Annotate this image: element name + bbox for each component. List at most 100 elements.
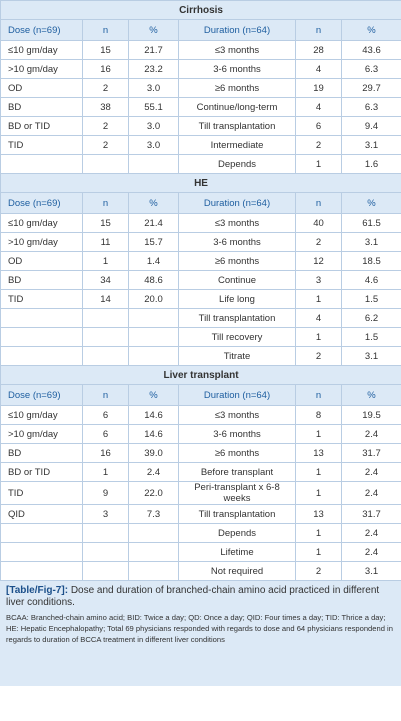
cell: 1.6 [340,154,401,174]
cell: TID [0,481,83,505]
cell: 13 [295,504,342,524]
cell: 6 [295,116,342,136]
data-row: BD 38 55.1 Continue/long-term 4 6.3 [0,97,401,117]
data-row: Not required 2 3.1 [0,561,401,581]
cell: 1 [295,289,342,309]
cell [128,308,179,328]
cell: 3.1 [340,561,401,581]
cell: 22.0 [128,481,179,505]
cell: 43.6 [340,40,401,60]
cell [0,308,83,328]
cell: 3.1 [340,135,401,155]
cell: 1 [295,154,342,174]
section-title: Cirrhosis [0,0,401,20]
cell [0,561,83,581]
cell: Till transplantation [178,504,296,524]
cell: 13 [295,443,342,463]
cell: 1 [295,462,342,482]
section-title-row: Cirrhosis [0,0,401,20]
cell: Titrate [178,346,296,366]
data-row: ≤10 gm/day 15 21.4 ≤3 months 40 61.5 [0,213,401,233]
cell: ≤10 gm/day [0,40,83,60]
cell: ≤10 gm/day [0,405,83,425]
header-cell: % [340,19,401,41]
cell: 14.6 [128,424,179,444]
cell: 3 [295,270,342,290]
data-row: ≤10 gm/day 15 21.7 ≤3 months 28 43.6 [0,40,401,60]
cell [82,327,129,347]
header-cell: Dose (n=69) [0,19,83,41]
cell: 19 [295,78,342,98]
cell: 2.4 [340,523,401,543]
cell: 19.5 [340,405,401,425]
header-cell: % [128,19,179,41]
header-cell: % [128,192,179,214]
cell: 15 [82,40,129,60]
cell [0,346,83,366]
cell [128,327,179,347]
cell: 9.4 [340,116,401,136]
cell: 21.7 [128,40,179,60]
cell: 1.5 [340,327,401,347]
cell: Continue [178,270,296,290]
data-row: BD or TID 1 2.4 Before transplant 1 2.4 [0,462,401,482]
header-cell: Duration (n=64) [178,19,296,41]
cell [128,542,179,562]
cell: 1 [295,523,342,543]
cell: 14.6 [128,405,179,425]
cell: 4 [295,97,342,117]
dose-duration-table: Cirrhosis Dose (n=69) n% Duration (n=64) n% ≤… [0,0,401,581]
cell: 3.1 [340,346,401,366]
cell: ≤3 months [178,213,296,233]
cell: ≥6 months [178,78,296,98]
data-row: Depends 1 2.4 [0,523,401,543]
cell: 3-6 months [178,59,296,79]
data-row: >10 gm/day 6 14.6 3-6 months 1 2.4 [0,424,401,444]
cell [128,154,179,174]
cell: 1 [295,542,342,562]
cell: Depends [178,154,296,174]
cell: 2 [295,346,342,366]
cell: Depends [178,523,296,543]
cell: BD or TID [0,462,83,482]
cell: 31.7 [340,443,401,463]
cell: 4 [295,59,342,79]
header-row: Dose (n=69) n% Duration (n=64) n% [0,192,401,214]
data-row: QID 3 7.3 Till transplantation 13 31.7 [0,504,401,524]
cell: 2 [82,116,129,136]
cell: 38 [82,97,129,117]
cell: >10 gm/day [0,59,83,79]
cell: ≥6 months [178,443,296,463]
data-row: BD or TID 2 3.0 Till transplantation 6 9.4 [0,116,401,136]
cell: BD or TID [0,116,83,136]
cell: Till recovery [178,327,296,347]
header-cell: Dose (n=69) [0,192,83,214]
data-row: Till recovery 1 1.5 [0,327,401,347]
header-cell: Dose (n=69) [0,384,83,406]
cell: Lifetime [178,542,296,562]
cell: 15.7 [128,232,179,252]
cell: ≥6 months [178,251,296,271]
cell: 2.4 [128,462,179,482]
cell [82,561,129,581]
caption-text: Dose and duration of branched-chain amin… [6,585,380,608]
cell [128,561,179,581]
data-row: Titrate 2 3.1 [0,346,401,366]
cell [0,154,83,174]
data-row: Lifetime 1 2.4 [0,542,401,562]
cell: 3 [82,504,129,524]
cell: 2 [295,561,342,581]
cell: 40 [295,213,342,233]
cell: 2.4 [340,462,401,482]
cell: 11 [82,232,129,252]
cell: 3-6 months [178,424,296,444]
header-row: Dose (n=69) n% Duration (n=64) n% [0,19,401,41]
cell [0,523,83,543]
cell: 31.7 [340,504,401,524]
header-cell: % [128,384,179,406]
section-title: HE [0,173,401,193]
cell [128,346,179,366]
header-cell: n [295,192,342,214]
cell: TID [0,289,83,309]
